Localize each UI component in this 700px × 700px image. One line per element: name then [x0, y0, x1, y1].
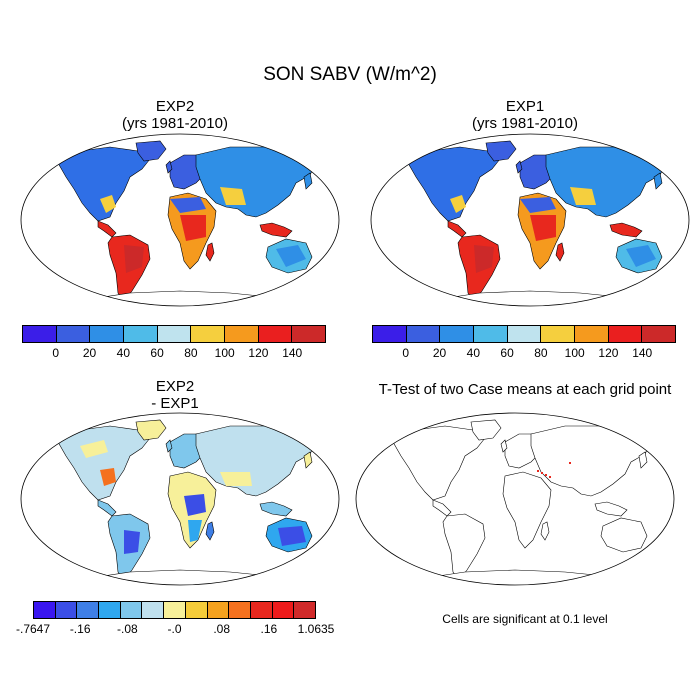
- significance-note: Cells are significant at 0.1 level: [442, 612, 608, 626]
- colorbar-swatch: [440, 326, 475, 342]
- significant-cells: [537, 462, 571, 478]
- colorbar-tick-label: -.16: [69, 622, 91, 636]
- colorbar-swatch: [23, 326, 57, 342]
- colorbar-tick-label: 120: [598, 346, 619, 360]
- colorbar-swatch: [99, 602, 121, 618]
- colorbar-tick-label: 0: [402, 346, 410, 360]
- map-frame: [20, 412, 340, 586]
- colorbar-tick-label: 40: [466, 346, 481, 360]
- colorbar-swatch: [142, 602, 165, 618]
- colorbar-swatch: [272, 602, 295, 618]
- colorbar-swatch: [575, 326, 609, 342]
- colorbar-tick-label: 80: [184, 346, 198, 360]
- panel-title-line: T-Test of two Case means at each grid po…: [378, 381, 672, 398]
- colorbar-swatches: [372, 325, 676, 343]
- colorbar-swatch: [225, 326, 259, 342]
- colorbar-swatch: [191, 326, 226, 342]
- colorbar-swatch: [77, 602, 100, 618]
- colorbar-tick-label: 100: [564, 346, 585, 360]
- colorbar-swatch: [90, 326, 125, 342]
- panel-title-line: EXP1: [505, 98, 545, 115]
- panel-title-exp1: EXP1 (yrs 1981-2010): [425, 98, 625, 132]
- panel-title-line: EXP2: [155, 378, 195, 395]
- colorbar-swatch: [406, 326, 441, 342]
- colorbar-swatch: [55, 602, 78, 618]
- colorbar-swatch: [474, 326, 508, 342]
- colorbar-tick-label: 0: [52, 346, 60, 360]
- colorbar-tick-label: .16: [260, 622, 278, 636]
- colorbar-tick-labels: 0 20 40 60 80 100 120 140: [372, 346, 676, 362]
- colorbar-tick-labels: -.7647 -.16 -.08 -.0 .08 .16 1.0635: [16, 622, 334, 638]
- colorbar-swatch: [507, 326, 542, 342]
- colorbar-tick-label: -.7647: [15, 622, 51, 636]
- map-exp1: [370, 133, 690, 307]
- colorbar-swatch: [229, 602, 251, 618]
- colorbar-tick-label: -.0: [167, 622, 182, 636]
- colorbar-swatches: [22, 325, 326, 343]
- panel-title-diff: EXP2 - EXP1: [75, 378, 275, 412]
- map-diff: [20, 412, 340, 586]
- colorbar-tick-label: .08: [213, 622, 230, 636]
- colorbar-swatches: [33, 601, 316, 619]
- colorbar-tick-label: 120: [248, 346, 269, 360]
- panel-title-exp2: EXP2 (yrs 1981-2010): [75, 98, 275, 132]
- panel-subtitle-line: (yrs 1981-2010): [122, 115, 228, 132]
- land-ttest: [392, 419, 662, 585]
- figure-title: SON SABV (W/m^2): [263, 64, 437, 85]
- map-ttest: [355, 412, 675, 586]
- colorbar-diff: -.7647 -.16 -.08 -.0 .08 .16 1.0635: [16, 601, 334, 638]
- colorbar-tick-label: 100: [214, 346, 235, 360]
- colorbar-tick-label: 1.0635: [297, 622, 335, 636]
- colorbar-tick-label: 60: [500, 346, 514, 360]
- colorbar-swatch: [120, 602, 143, 618]
- colorbar-tick-label: -.08: [116, 622, 138, 636]
- land-diff: [57, 419, 327, 585]
- colorbar-exp2: 0 20 40 60 80 100 120 140: [22, 325, 326, 362]
- map-frame: [370, 133, 690, 307]
- panel-subtitle-line: (yrs 1981-2010): [472, 115, 578, 132]
- land-exp2: [57, 140, 327, 306]
- map-exp2: [20, 133, 340, 307]
- panel-subtitle-line: - EXP1: [151, 395, 199, 412]
- colorbar-swatch: [292, 326, 326, 342]
- colorbar-swatch: [34, 602, 56, 618]
- colorbar-swatch: [124, 326, 158, 342]
- map-frame: [355, 412, 675, 586]
- colorbar-swatch: [56, 326, 91, 342]
- colorbar-swatch: [608, 326, 643, 342]
- colorbar-swatch: [157, 326, 192, 342]
- colorbar-tick-label: 40: [116, 346, 131, 360]
- colorbar-swatch: [164, 602, 186, 618]
- colorbar-tick-label: 20: [432, 346, 447, 360]
- colorbar-swatch: [294, 602, 315, 618]
- colorbar-swatch: [541, 326, 576, 342]
- colorbar-swatch: [185, 602, 208, 618]
- colorbar-swatch: [642, 326, 676, 342]
- colorbar-tick-labels: 0 20 40 60 80 100 120 140: [22, 346, 326, 362]
- map-frame: [20, 133, 340, 307]
- colorbar-tick-label: 140: [282, 346, 303, 360]
- colorbar-exp1: 0 20 40 60 80 100 120 140: [372, 325, 676, 362]
- colorbar-swatch: [373, 326, 407, 342]
- land-exp1: [407, 140, 677, 306]
- colorbar-swatch: [258, 326, 293, 342]
- panel-title-line: EXP2: [155, 98, 195, 115]
- colorbar-tick-label: 80: [534, 346, 548, 360]
- colorbar-swatch: [207, 602, 230, 618]
- colorbar-swatch: [250, 602, 273, 618]
- panel-title-ttest: T-Test of two Case means at each grid po…: [345, 381, 700, 398]
- colorbar-tick-label: 20: [82, 346, 97, 360]
- colorbar-tick-label: 140: [632, 346, 653, 360]
- colorbar-tick-label: 60: [150, 346, 164, 360]
